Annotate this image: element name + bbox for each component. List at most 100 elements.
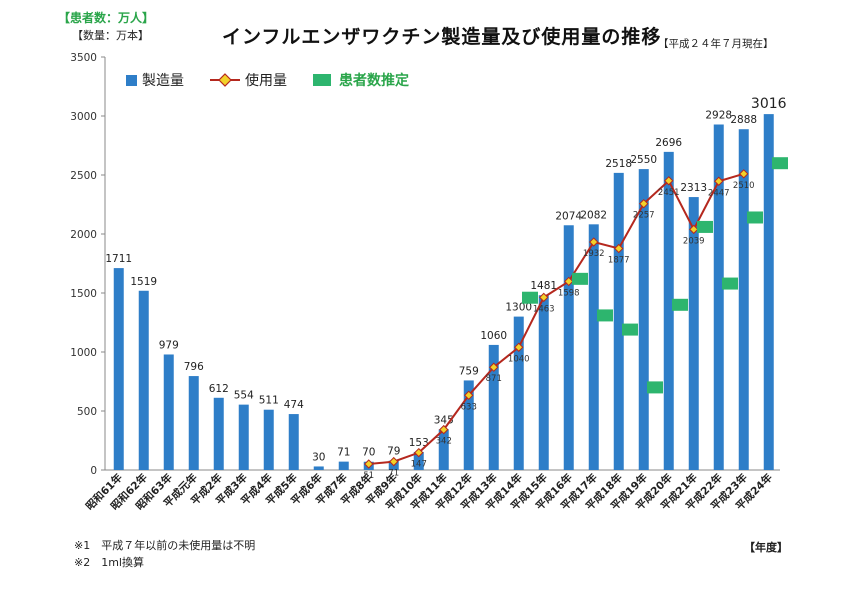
legend-usage-swatch (210, 73, 240, 87)
usage-data-label: 2257 (633, 211, 655, 221)
production-bar (238, 404, 249, 470)
production-data-label: 1519 (130, 276, 157, 288)
usage-data-label: 871 (486, 374, 502, 384)
production-data-label: 2928 (705, 109, 732, 121)
legend-patient-swatch (313, 74, 331, 86)
usage-point (514, 342, 524, 352)
production-bar (538, 295, 549, 470)
production-bar (613, 172, 624, 470)
legend: 製造量 使用量 患者数推定 (126, 70, 435, 90)
production-data-label: 2313 (680, 182, 707, 194)
production-bar (513, 316, 524, 470)
y-tick-label: 3500 (70, 52, 97, 64)
usage-point (564, 276, 574, 287)
legend-usage-label: 使用量 (245, 73, 287, 89)
legend-item-usage: 使用量 (210, 70, 287, 90)
usage-data-label: 2447 (708, 188, 730, 198)
usage-point (589, 237, 599, 247)
patient-estimate-marker (672, 298, 688, 311)
legend-patient-label: 患者数推定 (339, 73, 409, 89)
usage-point (389, 456, 399, 467)
production-data-label: 759 (459, 365, 479, 377)
production-bar (713, 124, 724, 470)
y-tick-label: 1000 (70, 347, 97, 359)
production-bar (188, 376, 199, 470)
patient-estimate-marker (772, 157, 788, 170)
usage-data-label: 1040 (508, 354, 530, 364)
production-data-label: 2888 (730, 114, 757, 126)
production-bar (638, 169, 649, 470)
production-bar (413, 451, 424, 470)
usage-point (739, 169, 749, 179)
patient-estimate-marker (747, 211, 763, 224)
y-tick-label: 2500 (70, 170, 97, 182)
usage-point (439, 424, 449, 435)
production-data-label: 474 (284, 399, 304, 411)
production-bar (588, 224, 599, 470)
patient-estimate-marker (572, 272, 588, 285)
footnote-2: ※2 1ml換算 (74, 556, 144, 569)
production-bar (338, 461, 349, 470)
y-tick-label: 3000 (70, 111, 97, 123)
y-tick-label: 2000 (70, 229, 97, 241)
production-data-label: 1060 (480, 330, 507, 342)
legend-production-label: 製造量 (142, 73, 184, 89)
production-bar (463, 380, 474, 470)
usage-data-label: 1463 (533, 304, 555, 314)
usage-point (714, 176, 724, 186)
production-data-label: 2518 (605, 158, 632, 170)
production-data-label: 612 (209, 383, 229, 395)
production-data-label: 3016 (751, 96, 787, 112)
patient-estimate-marker (647, 381, 663, 394)
production-bar (113, 268, 124, 470)
usage-line (368, 172, 745, 465)
production-data-label: 2074 (555, 210, 582, 222)
legend-item-patients: 患者数推定 (313, 70, 409, 90)
production-data-label: 70 (362, 447, 375, 459)
production-data-label: 153 (409, 437, 429, 449)
usage-point (614, 243, 624, 254)
patient-estimate-marker (522, 291, 538, 304)
usage-data-label: 2451 (658, 188, 680, 198)
usage-data-label: 1598 (558, 288, 580, 298)
year-unit-label: 【年度】 (744, 541, 788, 554)
production-bar (738, 129, 749, 470)
production-data-label: 2550 (630, 154, 657, 166)
production-data-label: 2696 (655, 137, 682, 149)
patient-unit-label: 【患者数：万人】 (58, 11, 155, 25)
production-data-label: 554 (234, 390, 254, 402)
y-tick-label: 500 (77, 406, 97, 418)
production-bar (163, 354, 174, 470)
production-bar (288, 414, 299, 470)
patient-estimate-marker (722, 277, 738, 290)
production-bar (488, 344, 499, 470)
usage-data-label: 51 (363, 471, 374, 481)
production-data-label: 2082 (580, 209, 607, 221)
y-tick-label: 0 (90, 465, 97, 477)
usage-point (689, 224, 699, 235)
legend-item-production: 製造量 (126, 70, 184, 90)
production-bar (263, 409, 274, 470)
usage-data-label: 71 (388, 469, 399, 479)
usage-point (489, 362, 499, 372)
usage-data-label: 2510 (733, 181, 755, 191)
usage-data-label: 633 (461, 402, 477, 412)
usage-data-label: 2039 (683, 236, 705, 246)
production-bar (763, 114, 774, 470)
production-data-label: 30 (312, 451, 325, 463)
legend-production-swatch (126, 74, 137, 86)
usage-point (364, 459, 374, 469)
production-data-label: 1711 (105, 253, 132, 265)
usage-point (414, 447, 424, 458)
chart-title: インフルエンザワクチン製造量及び使用量の推移 (222, 26, 662, 48)
production-bar (663, 151, 674, 470)
production-bar (138, 290, 149, 470)
patient-estimate-marker (622, 323, 638, 336)
usage-point (539, 292, 549, 303)
usage-data-label: 342 (436, 437, 452, 447)
usage-point (664, 176, 674, 186)
quantity-unit-label: 【数量：万本】 (72, 29, 149, 42)
production-data-label: 1300 (505, 302, 532, 314)
production-bar (313, 466, 324, 470)
production-data-label: 796 (184, 361, 204, 373)
